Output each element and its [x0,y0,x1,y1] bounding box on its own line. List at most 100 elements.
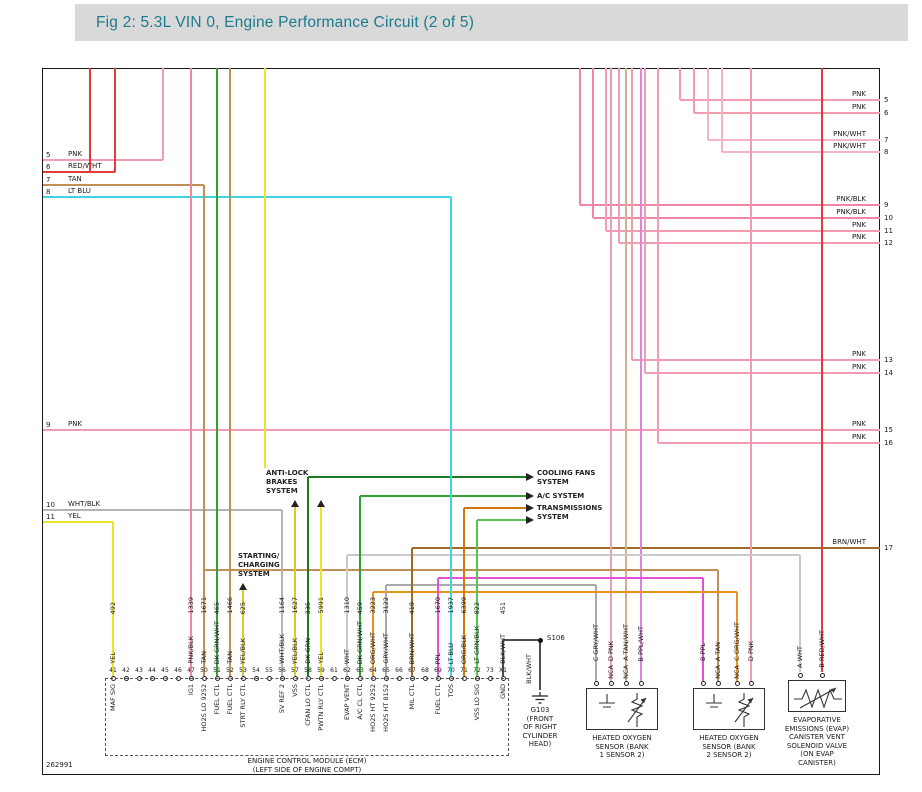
component-pin [638,680,644,686]
left-wire-color-label-11: YEL [68,512,81,520]
figure-title-bar: Fig 2: 5.3L VIN 0, Engine Performance Ci… [75,4,908,41]
route-gry-wht [595,585,597,681]
figure-number: 262991 [46,761,73,769]
component-caption-heated-oxygen-sensor-bank-2: 2 SENSOR 2) [706,751,752,759]
component-pin-label: B PPL/WHT [636,625,645,661]
route-blk-wht [539,640,541,690]
ecm-pin-color-58: DK GRN [303,638,312,664]
route-tan [717,570,719,681]
arrow-up-icon [291,500,299,507]
component-caption-heated-oxygen-sensor-bank-1: HEATED OXYGEN [592,734,652,742]
right-wire-8 [722,151,880,153]
ecm-pin-circuit-41: 492 [108,601,117,614]
component-caption-evap-canister-vent-solenoid: EVAPORATIVE [793,716,841,724]
ecm-pin-circuit-67: 419 [407,601,416,614]
route-ppl [438,577,703,579]
ecm-wire-dk-grn-wht-459 [359,496,361,676]
ecm-pin-circuit-X1: 451 [498,601,507,614]
right-wire-number-13: 13 [884,356,893,364]
ecm-wire-dk-grn-wht-465 [216,68,218,676]
arrow-right-icon [526,492,534,500]
ecm-pin-color-62: WHT [342,648,351,664]
component-pin-label: D PNK [606,640,615,661]
top-wire-pnk-10 [657,68,659,443]
component-caption-evap-canister-vent-solenoid: CANISTER) [798,758,836,767]
component-pin [734,680,740,686]
route-org-wht [736,592,738,681]
right-wire-number-8: 8 [884,148,889,156]
ground-wire-color-label: BLK/WHT [524,654,533,684]
ecm-pin-number-47: 47 [187,667,195,674]
component-pin-nca-label: NCA [732,665,741,679]
top-wire-pnk-wht-14 [721,68,723,152]
arrow-right-icon [526,504,534,512]
right-wire-color-label-8: PNK/WHT [833,142,866,150]
right-wire-6 [694,112,880,114]
ground-caption: HEAD) [528,740,552,748]
component-pin [819,672,825,678]
heated-oxygen-sensor-bank-1 [586,688,658,730]
component-caption-heated-oxygen-sensor-bank-2: HEATED OXYGEN [699,734,759,742]
left-wire-number-6: 6 [46,163,51,171]
top-wire-pnk-18 [750,68,752,681]
right-wire-number-10: 10 [884,214,893,222]
ecm-wire-gry-wht-3122 [385,585,387,676]
left-wire-number-8: 8 [46,188,51,196]
ecm-pin-number-63: 63 [356,667,364,674]
left-wire-color-label-10: WHT/BLK [68,500,101,508]
component-pin [748,680,754,686]
right-wire-16 [658,442,880,444]
top-wire-tan-wht-16 [625,68,627,681]
ecm-pin-number-67: 67 [408,667,416,674]
component-pin [608,680,614,686]
ecm-pin-circuit-52: 1466 [225,597,234,614]
ecm-pin-circuit-53: 625 [238,601,247,614]
ecm-pin-number-46: 46 [174,667,182,674]
route-tan [204,569,718,571]
ecm-pin-number-51: 51 [213,667,221,674]
ecm-pin-number-62: 62 [343,667,351,674]
ecm-pin-color-41: YEL [108,652,117,664]
right-wire-17 [412,547,880,549]
right-wire-color-label-16: PNK [851,433,866,441]
ecm-pin-color-56: WHT/BLK [277,634,286,664]
ecm-wire-lt-grn-blk-822 [476,520,478,676]
system-label-anti-lock-brakes-system: BRAKES [266,478,298,486]
ecm-pin-circuit-69: 1670 [433,597,442,614]
ecm-pin-color-67: BRN/WHT [407,632,416,664]
ecm-pin-circuit-58: 335 [303,601,312,614]
ecm-pin-color-51: DK GRN/WHT [212,620,221,664]
left-wire-number-7: 7 [46,176,51,184]
ecm-pin-number-X1: X1 [499,667,507,674]
ecm-pin-color-70: LT BLU [446,642,455,664]
top-wire-pnk-8 [631,68,633,360]
ecm-pin-circuit-70: 1937 [446,597,455,614]
ecm-pin-number-52: 52 [226,667,234,674]
right-wire-number-14: 14 [884,369,893,377]
top-wire-pnk-9 [644,68,646,373]
ecm-pin-number-71: 71 [460,667,468,674]
route-lt-grn-blk [477,519,526,521]
component-pin [593,680,599,686]
component-pin-label: C ORG/WHT [732,622,741,661]
ecm-pin-number-53: 53 [239,667,247,674]
heated-oxygen-sensor-bank-2 [693,688,765,730]
ecm-pin-circuit-64: 3223 [368,597,377,614]
system-label-starting-charging-system: SYSTEM [238,570,270,578]
figure-title: Fig 2: 5.3L VIN 0, Engine Performance Ci… [96,14,475,31]
right-wire-15 [836,429,880,431]
route-dk-grn [308,476,526,478]
ecm-pin-number-68: 68 [421,667,429,674]
right-wire-color-label-10: PNK/BLK [836,208,866,216]
left-wire-6 [43,171,115,173]
ecm-pin-color-64: ORG/WHT [368,631,377,664]
component-pin-label: A WHT [795,646,804,668]
right-wire-number-11: 11 [884,227,893,235]
top-wire-ppl-wht-17 [640,68,642,681]
right-wire-11 [606,230,880,232]
right-wire-color-label-17: BRN/WHT [832,538,866,546]
ecm-pin-circuit-47: 1339 [186,597,195,614]
right-wire-number-15: 15 [884,426,893,434]
right-wire-color-label-5: PNK [851,90,866,98]
